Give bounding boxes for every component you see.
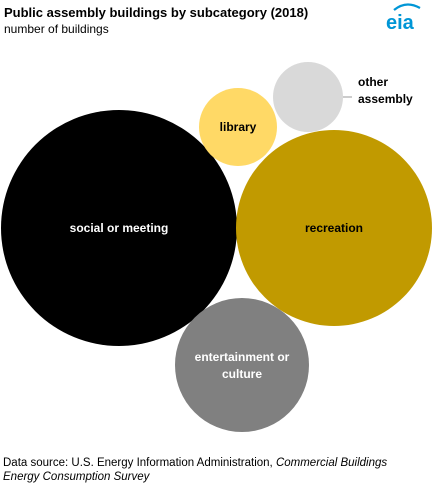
bubble-entertainment-or-culture	[175, 298, 309, 432]
bubble-chart: social or meeting recreation entertainment…	[1, 62, 432, 432]
chart-subtitle: number of buildings	[4, 22, 109, 36]
bubble-recreation	[236, 130, 432, 326]
bubble-label-entertainment-or-culture: entertainment or culture	[195, 350, 290, 381]
eia-logo-text: eia	[386, 12, 415, 34]
bubble-library	[199, 88, 277, 166]
bubble-label-recreation: recreation	[305, 221, 363, 235]
bubble-label-other-assembly: other assembly	[358, 75, 413, 106]
bubble-label-library: library	[220, 120, 257, 134]
source-title: Commercial Buildings Energy Consumption …	[3, 457, 388, 483]
bubble-label-social-or-meeting: social or meeting	[70, 221, 169, 235]
data-source-note: Data source: U.S. Energy Information Adm…	[3, 456, 423, 484]
bubble-other-assembly	[273, 62, 343, 132]
source-prefix: Data source: U.S. Energy Information Adm…	[3, 457, 276, 469]
bubble-social-or-meeting	[1, 110, 237, 346]
eia-logo-icon: eia	[386, 3, 421, 34]
chart-title: Public assembly buildings by subcategory…	[4, 5, 309, 20]
